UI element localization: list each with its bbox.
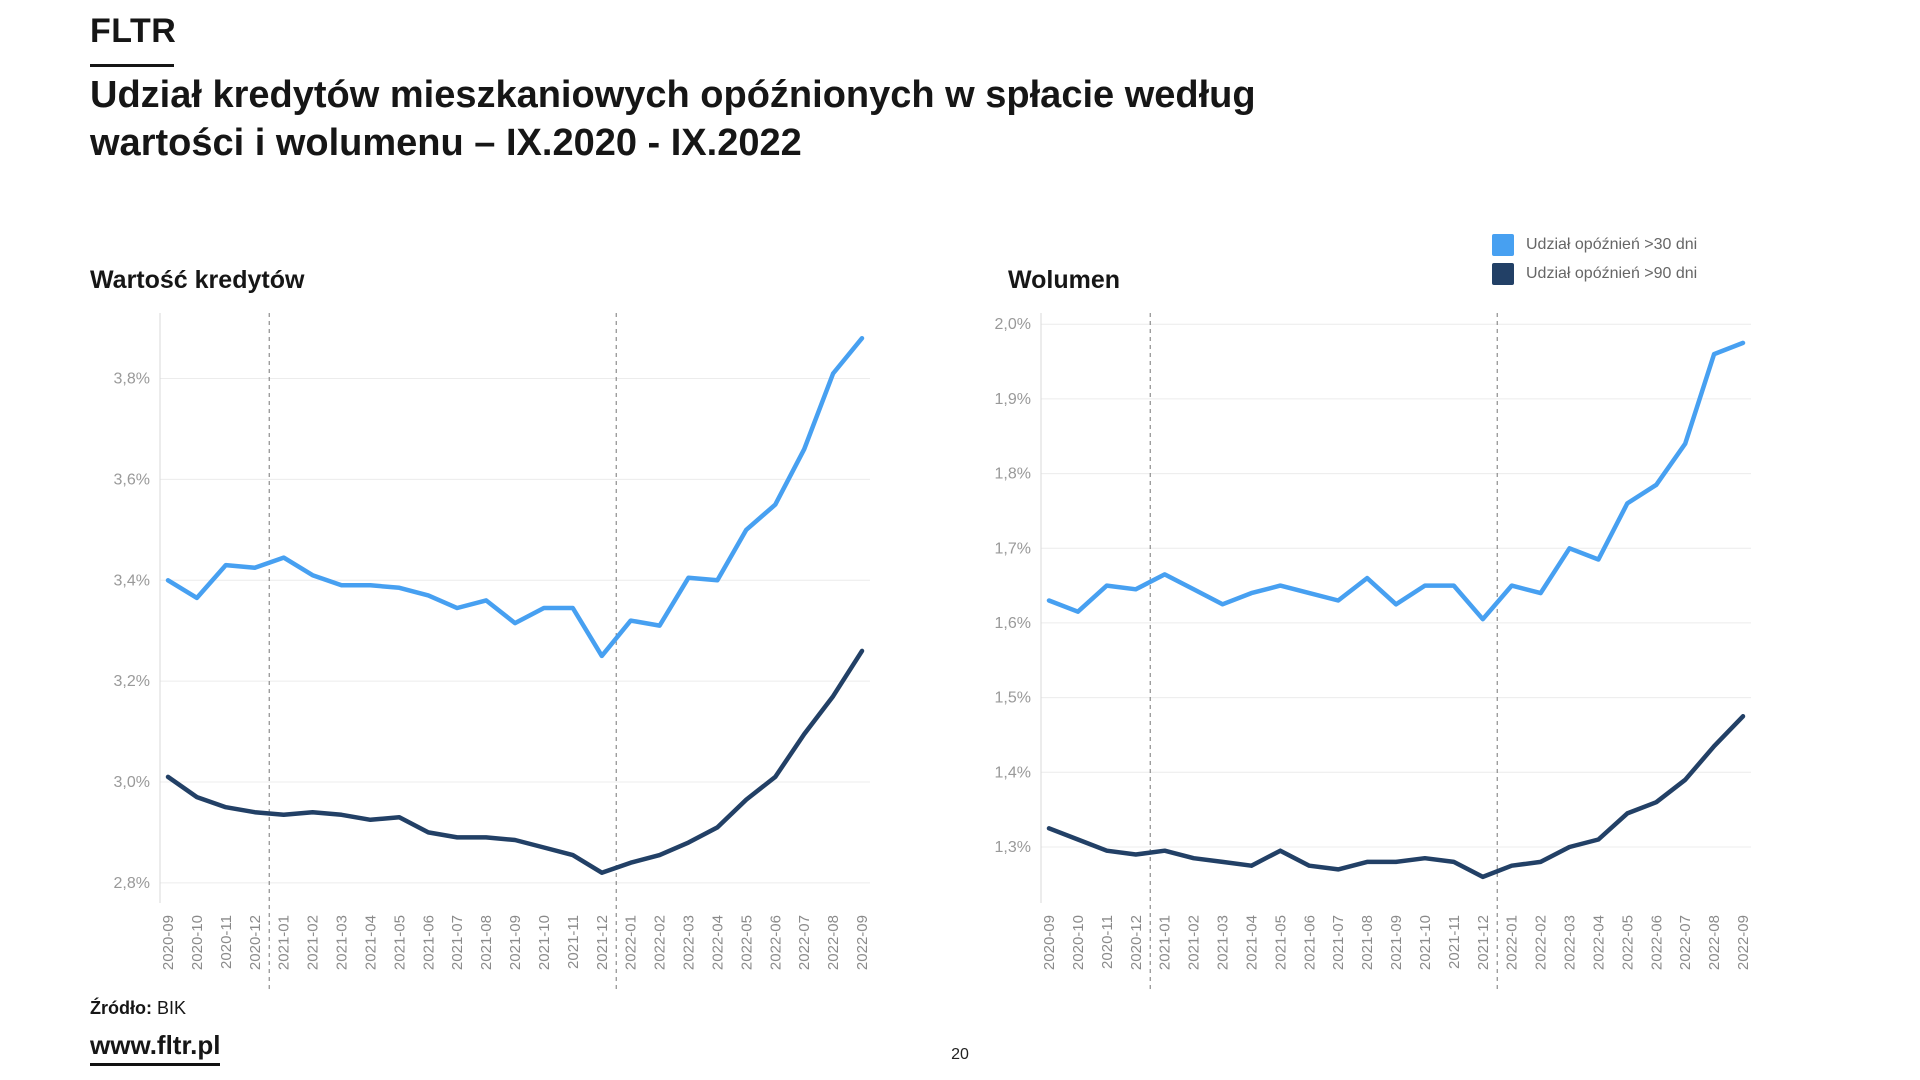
y-tick-label: 3,4%: [114, 572, 150, 589]
chart-wolumen: 2,0% 1,9% 1,8% 1,7% 1,6% 1,5% 1,4% 1,3% 2020-09 2…: [963, 295, 1763, 1000]
y-tick-label: 1,5%: [995, 690, 1031, 707]
x-tick-label: 2021-11: [1446, 915, 1463, 969]
source-value: BIK: [157, 998, 187, 1018]
chart-legend: Udział opóźnień >30 dni Udział opóźnień …: [1492, 234, 1697, 292]
x-tick-label: 2020-10: [1070, 915, 1087, 970]
source-note: Źródło: BIK: [90, 998, 186, 1019]
x-tick-label: 2021-09: [1388, 915, 1405, 970]
x-tick-label: 2021-05: [1272, 915, 1289, 970]
legend-swatch-90dni-icon: [1492, 263, 1514, 285]
legend-item-90dni: Udział opóźnień >90 dni: [1492, 263, 1697, 285]
x-tick-label: 2022-09: [854, 915, 871, 970]
x-tick-label: 2022-03: [1562, 915, 1579, 970]
x-tick-label: 2022-03: [681, 915, 698, 970]
fltr-logo: FLTR: [90, 12, 177, 50]
x-tick-label: 2021-09: [507, 915, 524, 970]
legend-label-90dni: Udział opóźnień >90 dni: [1526, 265, 1698, 282]
x-tick-label: 2021-06: [1301, 915, 1318, 970]
x-tick-label: 2021-06: [420, 915, 437, 970]
x-tick-label: 2020-11: [1099, 915, 1116, 969]
x-tick-label: 2020-12: [247, 915, 264, 970]
x-tick-label: 2021-08: [1359, 915, 1376, 970]
legend-swatch-30dni-icon: [1492, 234, 1514, 256]
page-title-line1: Udział kredytów mieszkaniowych opóźniony…: [90, 74, 1256, 116]
series-line-90dni: [165, 648, 865, 875]
x-tick-label: 2022-07: [796, 915, 813, 970]
y-tick-label: 3,0%: [114, 774, 150, 791]
x-tick-label: 2022-02: [652, 915, 669, 970]
series-line-30dni: [1046, 340, 1746, 622]
logo-underline: [90, 64, 174, 67]
x-tick-label: 2021-01: [276, 915, 293, 970]
y-tick-label: 1,9%: [995, 391, 1031, 408]
x-tick-label: 2021-12: [594, 915, 611, 970]
series-line-30dni: [165, 335, 865, 659]
y-tick-label: 1,7%: [995, 540, 1031, 557]
x-tick-label: 2022-01: [623, 915, 640, 970]
x-tick-label: 2021-01: [1157, 915, 1174, 970]
y-tick-label: 2,0%: [995, 316, 1031, 333]
chart-svg: 3,8% 3,6% 3,4% 3,2% 3,0% 2,8% 2020-09 2020-10 20…: [114, 313, 871, 993]
x-tick-label: 2022-05: [738, 915, 755, 970]
x-tick-label: 2022-07: [1677, 915, 1694, 970]
chart-wartosc-kredytow: 3,8% 3,6% 3,4% 3,2% 3,0% 2,8% 2020-09 2020-10 20…: [82, 295, 882, 1000]
legend-label-30dni: Udział opóźnień >30 dni: [1526, 236, 1698, 253]
y-tick-label: 3,2%: [114, 673, 150, 690]
x-tick-label: 2021-02: [305, 915, 322, 970]
x-tick-label: 2021-04: [1243, 915, 1260, 970]
series-line-90dni: [1046, 714, 1746, 880]
x-tick-label: 2022-06: [1648, 915, 1665, 970]
x-tick-label: 2022-05: [1619, 915, 1636, 970]
x-tick-label: 2022-04: [709, 915, 726, 970]
x-tick-label: 2020-09: [160, 915, 177, 970]
x-tick-label: 2020-11: [218, 915, 235, 969]
x-tick-label: 2021-07: [449, 915, 466, 970]
y-tick-label: 2,8%: [114, 875, 150, 892]
x-tick-label: 2022-08: [1706, 915, 1723, 970]
y-tick-label: 1,8%: [995, 466, 1031, 483]
y-tick-label: 1,6%: [995, 615, 1031, 632]
x-tick-label: 2021-12: [1475, 915, 1492, 970]
x-tick-label: 2022-02: [1533, 915, 1550, 970]
x-tick-label: 2020-12: [1128, 915, 1145, 970]
page-title: Udział kredytów mieszkaniowych opóźniony…: [90, 72, 1590, 167]
x-tick-label: 2021-04: [362, 915, 379, 970]
x-tick-label: 2020-09: [1041, 915, 1058, 970]
x-tick-label: 2021-11: [565, 915, 582, 969]
x-tick-label: 2022-04: [1590, 915, 1607, 970]
page-title-line2: wartości i wolumenu – IX.2020 - IX.2022: [90, 121, 802, 164]
y-tick-label: 1,3%: [995, 839, 1031, 856]
legend-item-30dni: Udział opóźnień >30 dni: [1492, 234, 1697, 256]
y-tick-label: 1,4%: [995, 764, 1031, 781]
chart-title-wolumen: Wolumen: [1008, 266, 1121, 294]
x-tick-label: 2021-05: [391, 915, 408, 970]
x-tick-label: 2021-03: [1215, 915, 1232, 970]
x-tick-label: 2021-10: [1417, 915, 1434, 970]
x-tick-label: 2021-03: [334, 915, 351, 970]
x-tick-label: 2021-10: [536, 915, 553, 970]
chart-svg: 2,0% 1,9% 1,8% 1,7% 1,6% 1,5% 1,4% 1,3% 2020-09 2…: [995, 313, 1752, 993]
x-tick-label: 2022-09: [1735, 915, 1752, 970]
source-label: Źródło:: [90, 998, 152, 1018]
x-tick-label: 2022-08: [825, 915, 842, 970]
x-tick-label: 2022-06: [767, 915, 784, 970]
x-tick-label: 2021-07: [1330, 915, 1347, 970]
x-tick-label: 2021-02: [1186, 915, 1203, 970]
y-tick-label: 3,6%: [114, 471, 150, 488]
x-tick-label: 2021-08: [478, 915, 495, 970]
chart-title-wartosc-kredytow: Wartość kredytów: [90, 266, 305, 294]
x-tick-label: 2020-10: [189, 915, 206, 970]
website-link[interactable]: www.fltr.pl: [90, 1030, 221, 1066]
page-number: 20: [951, 1046, 969, 1063]
y-tick-label: 3,8%: [114, 371, 150, 388]
x-tick-label: 2022-01: [1504, 915, 1521, 970]
